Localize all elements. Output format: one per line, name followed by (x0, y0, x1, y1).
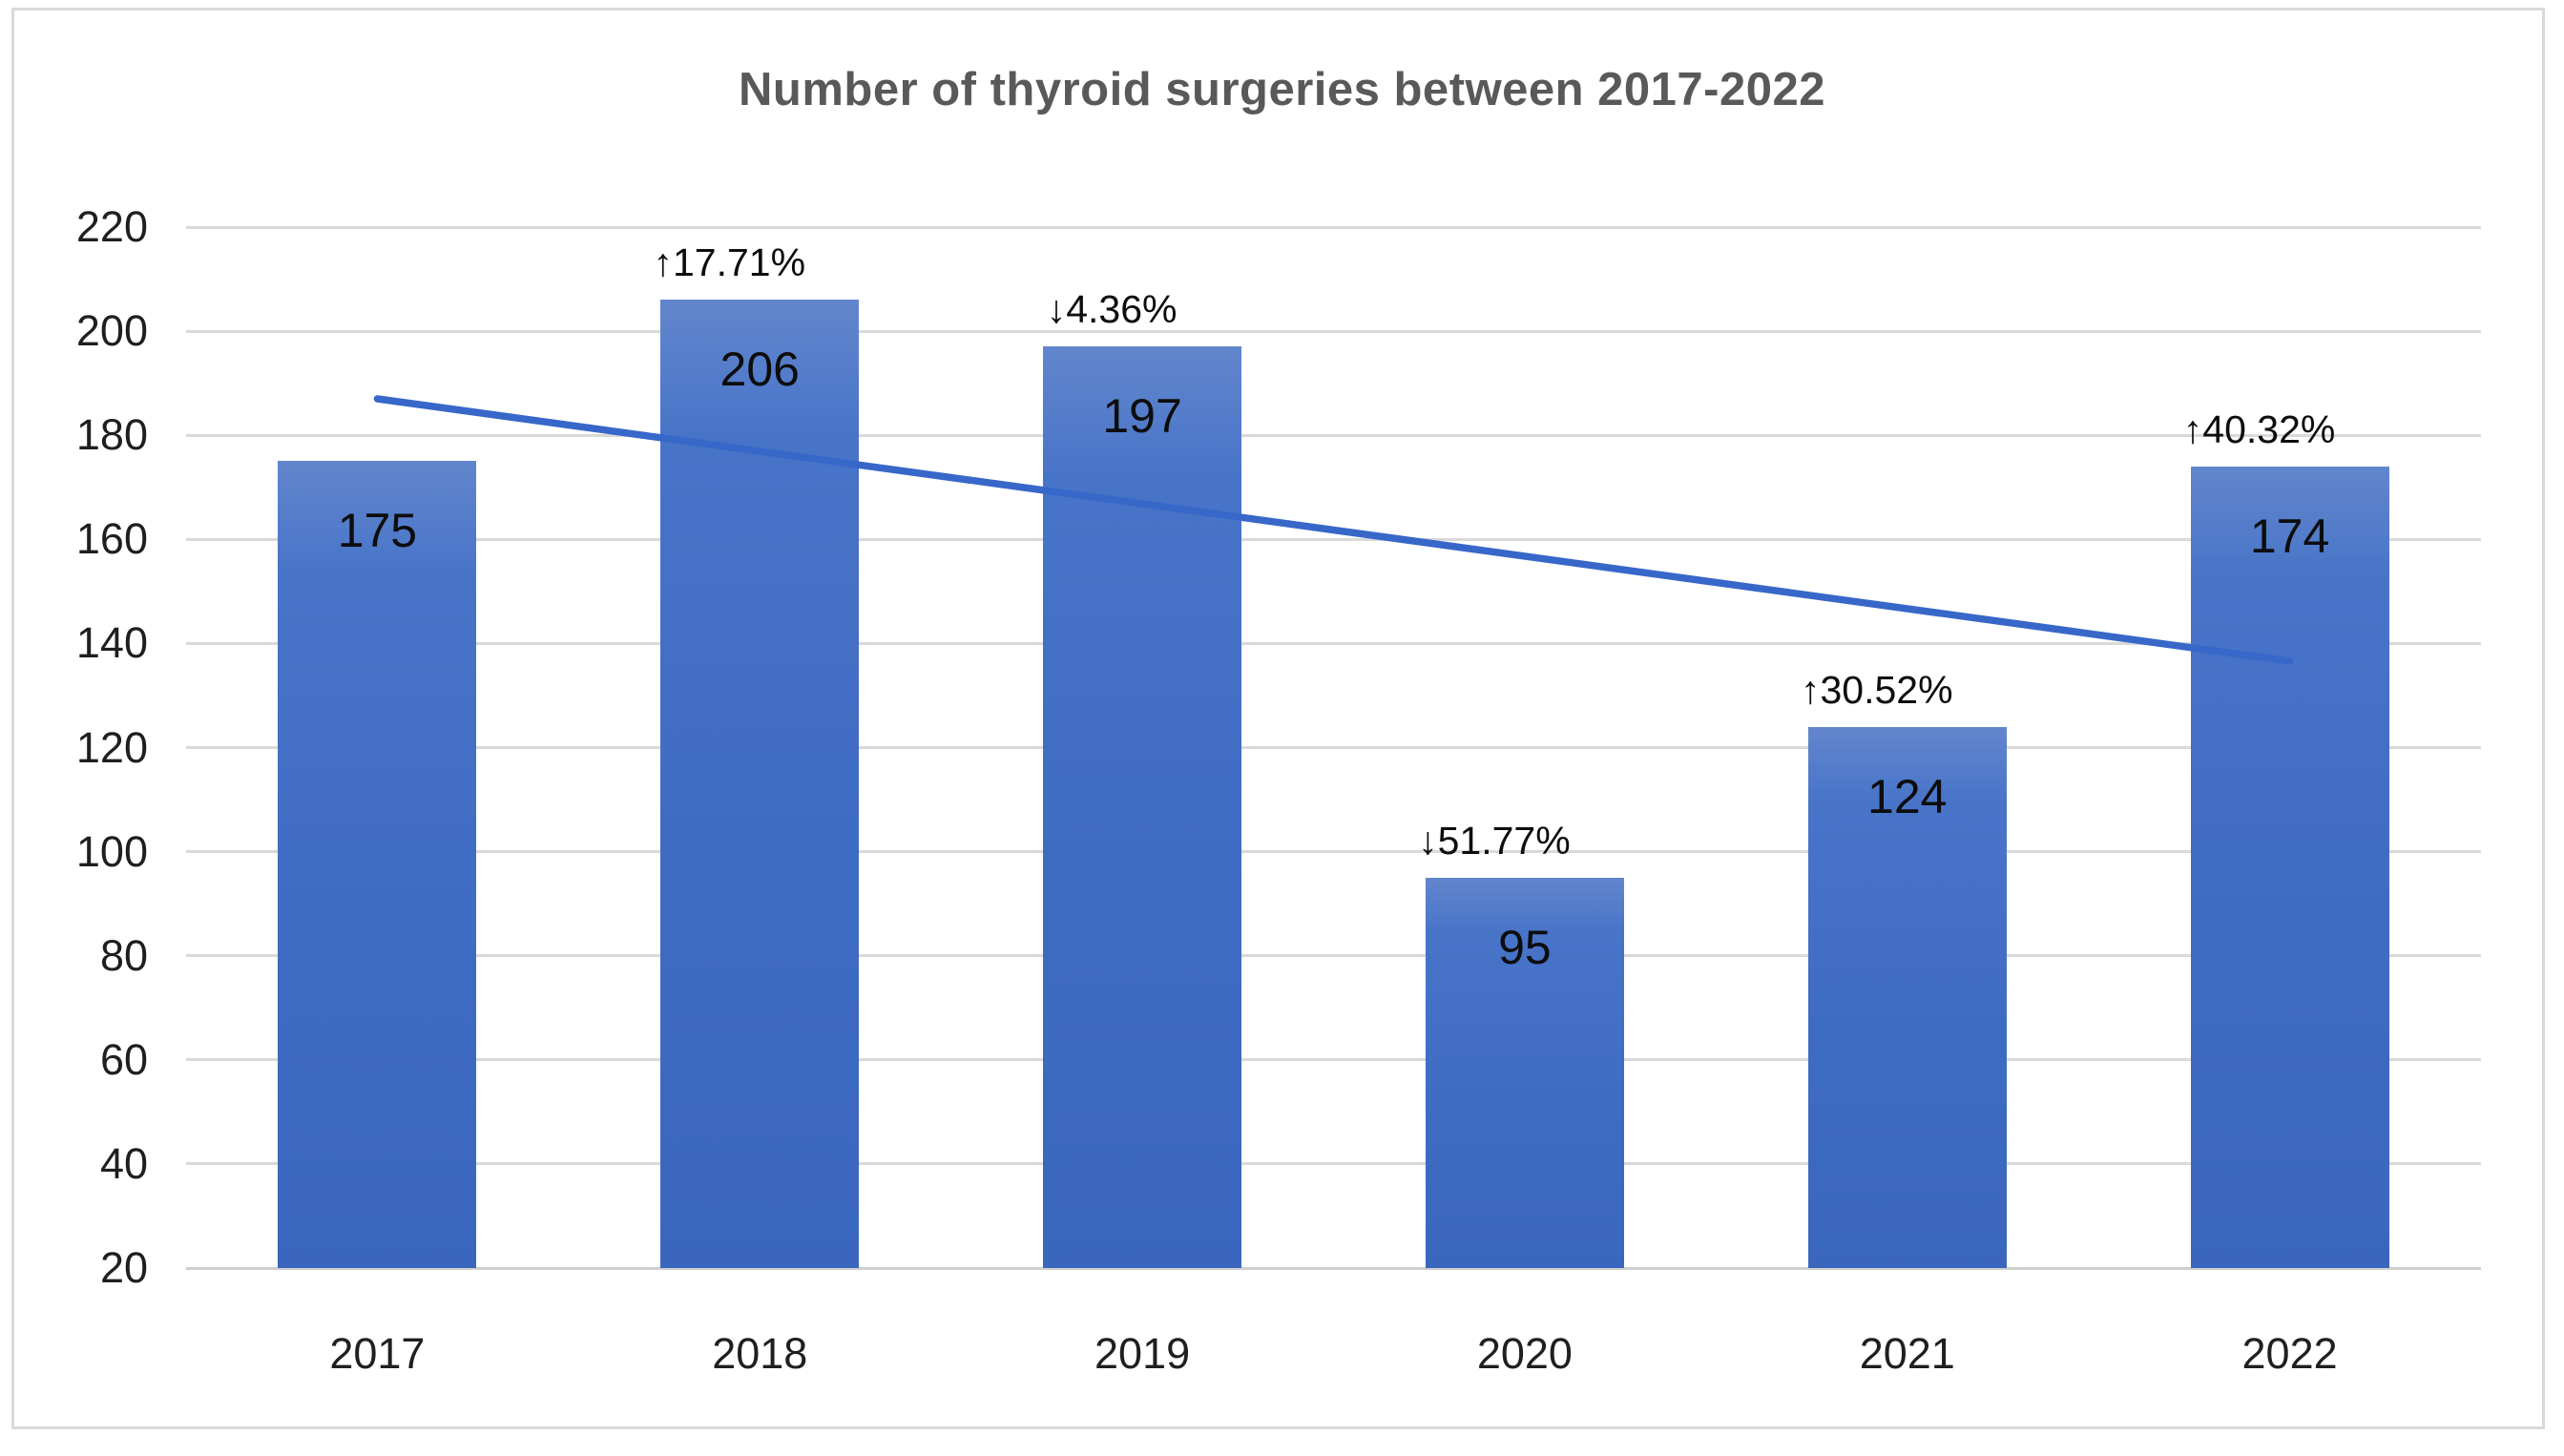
bar-2021 (1807, 726, 2007, 1268)
bar-2020 (1425, 877, 1624, 1268)
x-tick-label: 2020 (1476, 1329, 1573, 1378)
x-tick-label: 2019 (1094, 1329, 1191, 1378)
percent-change-label: ↑30.52% (1800, 667, 1953, 712)
gridline (186, 225, 2481, 229)
x-tick-label: 2022 (2241, 1329, 2338, 1378)
y-tick-label: 20 (99, 1243, 148, 1292)
x-tick-label: 2018 (712, 1329, 808, 1378)
chart-title: Number of thyroid surgeries between 2017… (739, 64, 1825, 115)
gridline (186, 746, 2481, 749)
gridline (186, 850, 2481, 854)
gridline (186, 641, 2481, 645)
bar-value-label: 206 (719, 343, 800, 397)
bar-2022 (2190, 466, 2389, 1268)
x-tick-label: 2021 (1859, 1329, 1955, 1378)
bar-value-label: 175 (337, 504, 418, 558)
x-axis-line (186, 1266, 2481, 1270)
y-tick-label: 80 (99, 930, 148, 980)
bar-value-label: 124 (1867, 769, 1948, 823)
percent-change-label: ↑40.32% (2182, 406, 2336, 451)
y-tick-label: 180 (75, 410, 148, 460)
gridline (186, 1162, 2481, 1166)
percent-change-label: ↓51.77% (1418, 818, 1571, 863)
bar-value-label: 197 (1102, 389, 1182, 444)
gridline (186, 433, 2481, 437)
bar-2019 (1043, 346, 1242, 1268)
y-tick-label: 200 (75, 306, 148, 356)
gridline (186, 537, 2481, 541)
x-tick-label: 2017 (329, 1329, 426, 1378)
bar-2018 (660, 300, 860, 1268)
gridline (186, 1058, 2481, 1062)
y-tick-label: 220 (75, 202, 148, 251)
gridline (186, 954, 2481, 958)
gridline (186, 329, 2481, 333)
y-tick-label: 100 (75, 826, 148, 876)
y-tick-label: 160 (75, 514, 148, 564)
y-tick-label: 140 (75, 618, 148, 668)
bar-value-label: 95 (1498, 920, 1552, 974)
bar-value-label: 174 (2249, 509, 2330, 563)
y-tick-label: 40 (99, 1138, 148, 1188)
y-tick-label: 120 (75, 722, 148, 772)
y-tick-label: 60 (99, 1034, 148, 1084)
bar-2017 (278, 461, 477, 1268)
percent-change-label: ↑17.71% (653, 240, 806, 285)
percent-change-label: ↓4.36% (1046, 287, 1178, 332)
